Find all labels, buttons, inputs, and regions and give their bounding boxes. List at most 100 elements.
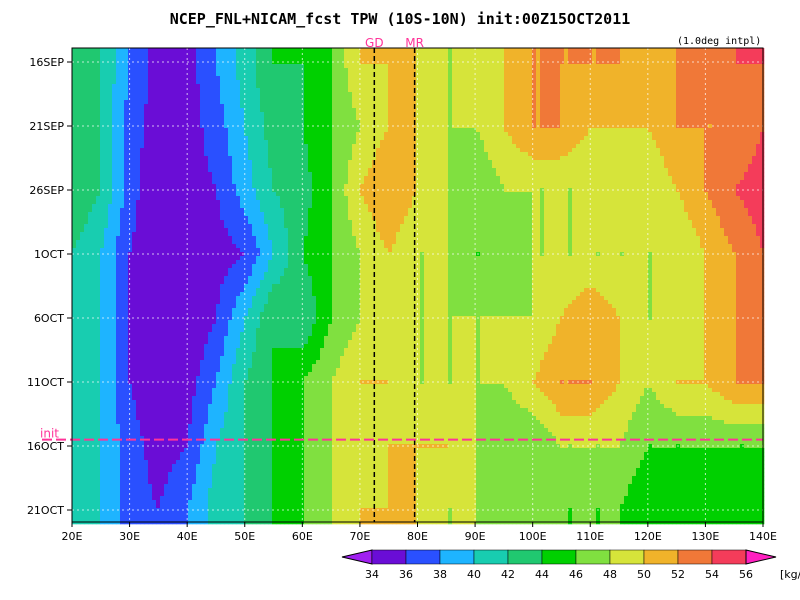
heatmap-cell [712, 104, 717, 109]
heatmap-cell [688, 112, 693, 117]
heatmap-cell [128, 124, 133, 129]
heatmap-cell [104, 136, 109, 141]
heatmap-cell [388, 112, 393, 117]
heatmap-cell [108, 132, 113, 137]
heatmap-cell [440, 148, 445, 153]
heatmap-cell [212, 108, 217, 113]
heatmap-cell [328, 60, 333, 65]
heatmap-cell [580, 76, 585, 81]
heatmap-cell [164, 60, 169, 65]
heatmap-cell [496, 76, 501, 81]
heatmap-cell [180, 160, 185, 165]
heatmap-cell [508, 120, 513, 125]
heatmap-cell [144, 120, 149, 125]
heatmap-cell [748, 104, 753, 109]
heatmap-cell [760, 148, 765, 153]
heatmap-cell [172, 80, 177, 85]
heatmap-cell [344, 60, 349, 65]
heatmap-cell [164, 112, 169, 117]
heatmap-cell [620, 76, 625, 81]
heatmap-cell [120, 52, 125, 57]
heatmap-cell [708, 116, 713, 121]
heatmap-cell [552, 64, 557, 69]
heatmap-cell [260, 108, 265, 113]
heatmap-cell [416, 144, 421, 149]
heatmap-cell [556, 52, 561, 57]
heatmap-cell [252, 60, 257, 65]
heatmap-cell [680, 92, 685, 97]
heatmap-cell [436, 128, 441, 133]
heatmap-cell [392, 64, 397, 69]
heatmap-cell [404, 72, 409, 77]
heatmap-cell [628, 140, 633, 145]
heatmap-cell [392, 120, 397, 125]
heatmap-cell [316, 68, 321, 73]
heatmap-cell [84, 80, 89, 85]
heatmap-cell [700, 140, 705, 145]
heatmap-cell [300, 48, 305, 53]
heatmap-cell [564, 116, 569, 121]
heatmap-cell [756, 120, 761, 125]
heatmap-cell [88, 128, 93, 133]
heatmap-cell [448, 100, 453, 105]
heatmap-cell [220, 52, 225, 57]
heatmap-cell [176, 136, 181, 141]
heatmap-cell [188, 132, 193, 137]
heatmap-cell [580, 128, 585, 133]
heatmap-cell [428, 156, 433, 161]
heatmap-cell [456, 100, 461, 105]
heatmap-cell [348, 48, 353, 53]
heatmap-cell [512, 132, 517, 137]
heatmap-cell [208, 76, 213, 81]
heatmap-cell [564, 132, 569, 137]
heatmap-cell [256, 68, 261, 73]
heatmap-cell [604, 80, 609, 85]
heatmap-cell [552, 80, 557, 85]
heatmap-cell [156, 92, 161, 97]
heatmap-cell [84, 136, 89, 141]
heatmap-cell [196, 140, 201, 145]
heatmap-cell [288, 76, 293, 81]
heatmap-cell [668, 144, 673, 149]
heatmap-cell [244, 72, 249, 77]
heatmap-cell [280, 100, 285, 105]
heatmap-cell [668, 140, 673, 145]
heatmap-cell [468, 124, 473, 129]
heatmap-cell [364, 84, 369, 89]
heatmap-cell [412, 148, 417, 153]
heatmap-cell [748, 120, 753, 125]
heatmap-cell [92, 156, 97, 161]
heatmap-cell [752, 92, 757, 97]
heatmap-cell [612, 136, 617, 141]
heatmap-cell [116, 136, 121, 141]
heatmap-cell [540, 68, 545, 73]
heatmap-cell [344, 148, 349, 153]
heatmap-cell [468, 72, 473, 77]
heatmap-cell [468, 160, 473, 165]
heatmap-cell [560, 56, 565, 61]
heatmap-cell [388, 92, 393, 97]
heatmap-cell [416, 156, 421, 161]
heatmap-cell [288, 128, 293, 133]
heatmap-cell [420, 100, 425, 105]
heatmap-cell [528, 112, 533, 117]
heatmap-cell [512, 84, 517, 89]
heatmap-cell [224, 52, 229, 57]
heatmap-cell [512, 80, 517, 85]
heatmap-cell [176, 72, 181, 77]
heatmap-cell [580, 88, 585, 93]
heatmap-cell [220, 64, 225, 69]
heatmap-cell [668, 80, 673, 85]
heatmap-cell [304, 64, 309, 69]
heatmap-cell [232, 108, 237, 113]
heatmap-cell [392, 48, 397, 53]
heatmap-cell [552, 132, 557, 137]
heatmap-cell [220, 120, 225, 125]
heatmap-cell [228, 56, 233, 61]
heatmap-cell [572, 152, 577, 157]
heatmap-cell [596, 152, 601, 157]
heatmap-cell [412, 116, 417, 121]
heatmap-cell [152, 60, 157, 65]
heatmap-cell [288, 52, 293, 57]
heatmap-cell [100, 100, 105, 105]
